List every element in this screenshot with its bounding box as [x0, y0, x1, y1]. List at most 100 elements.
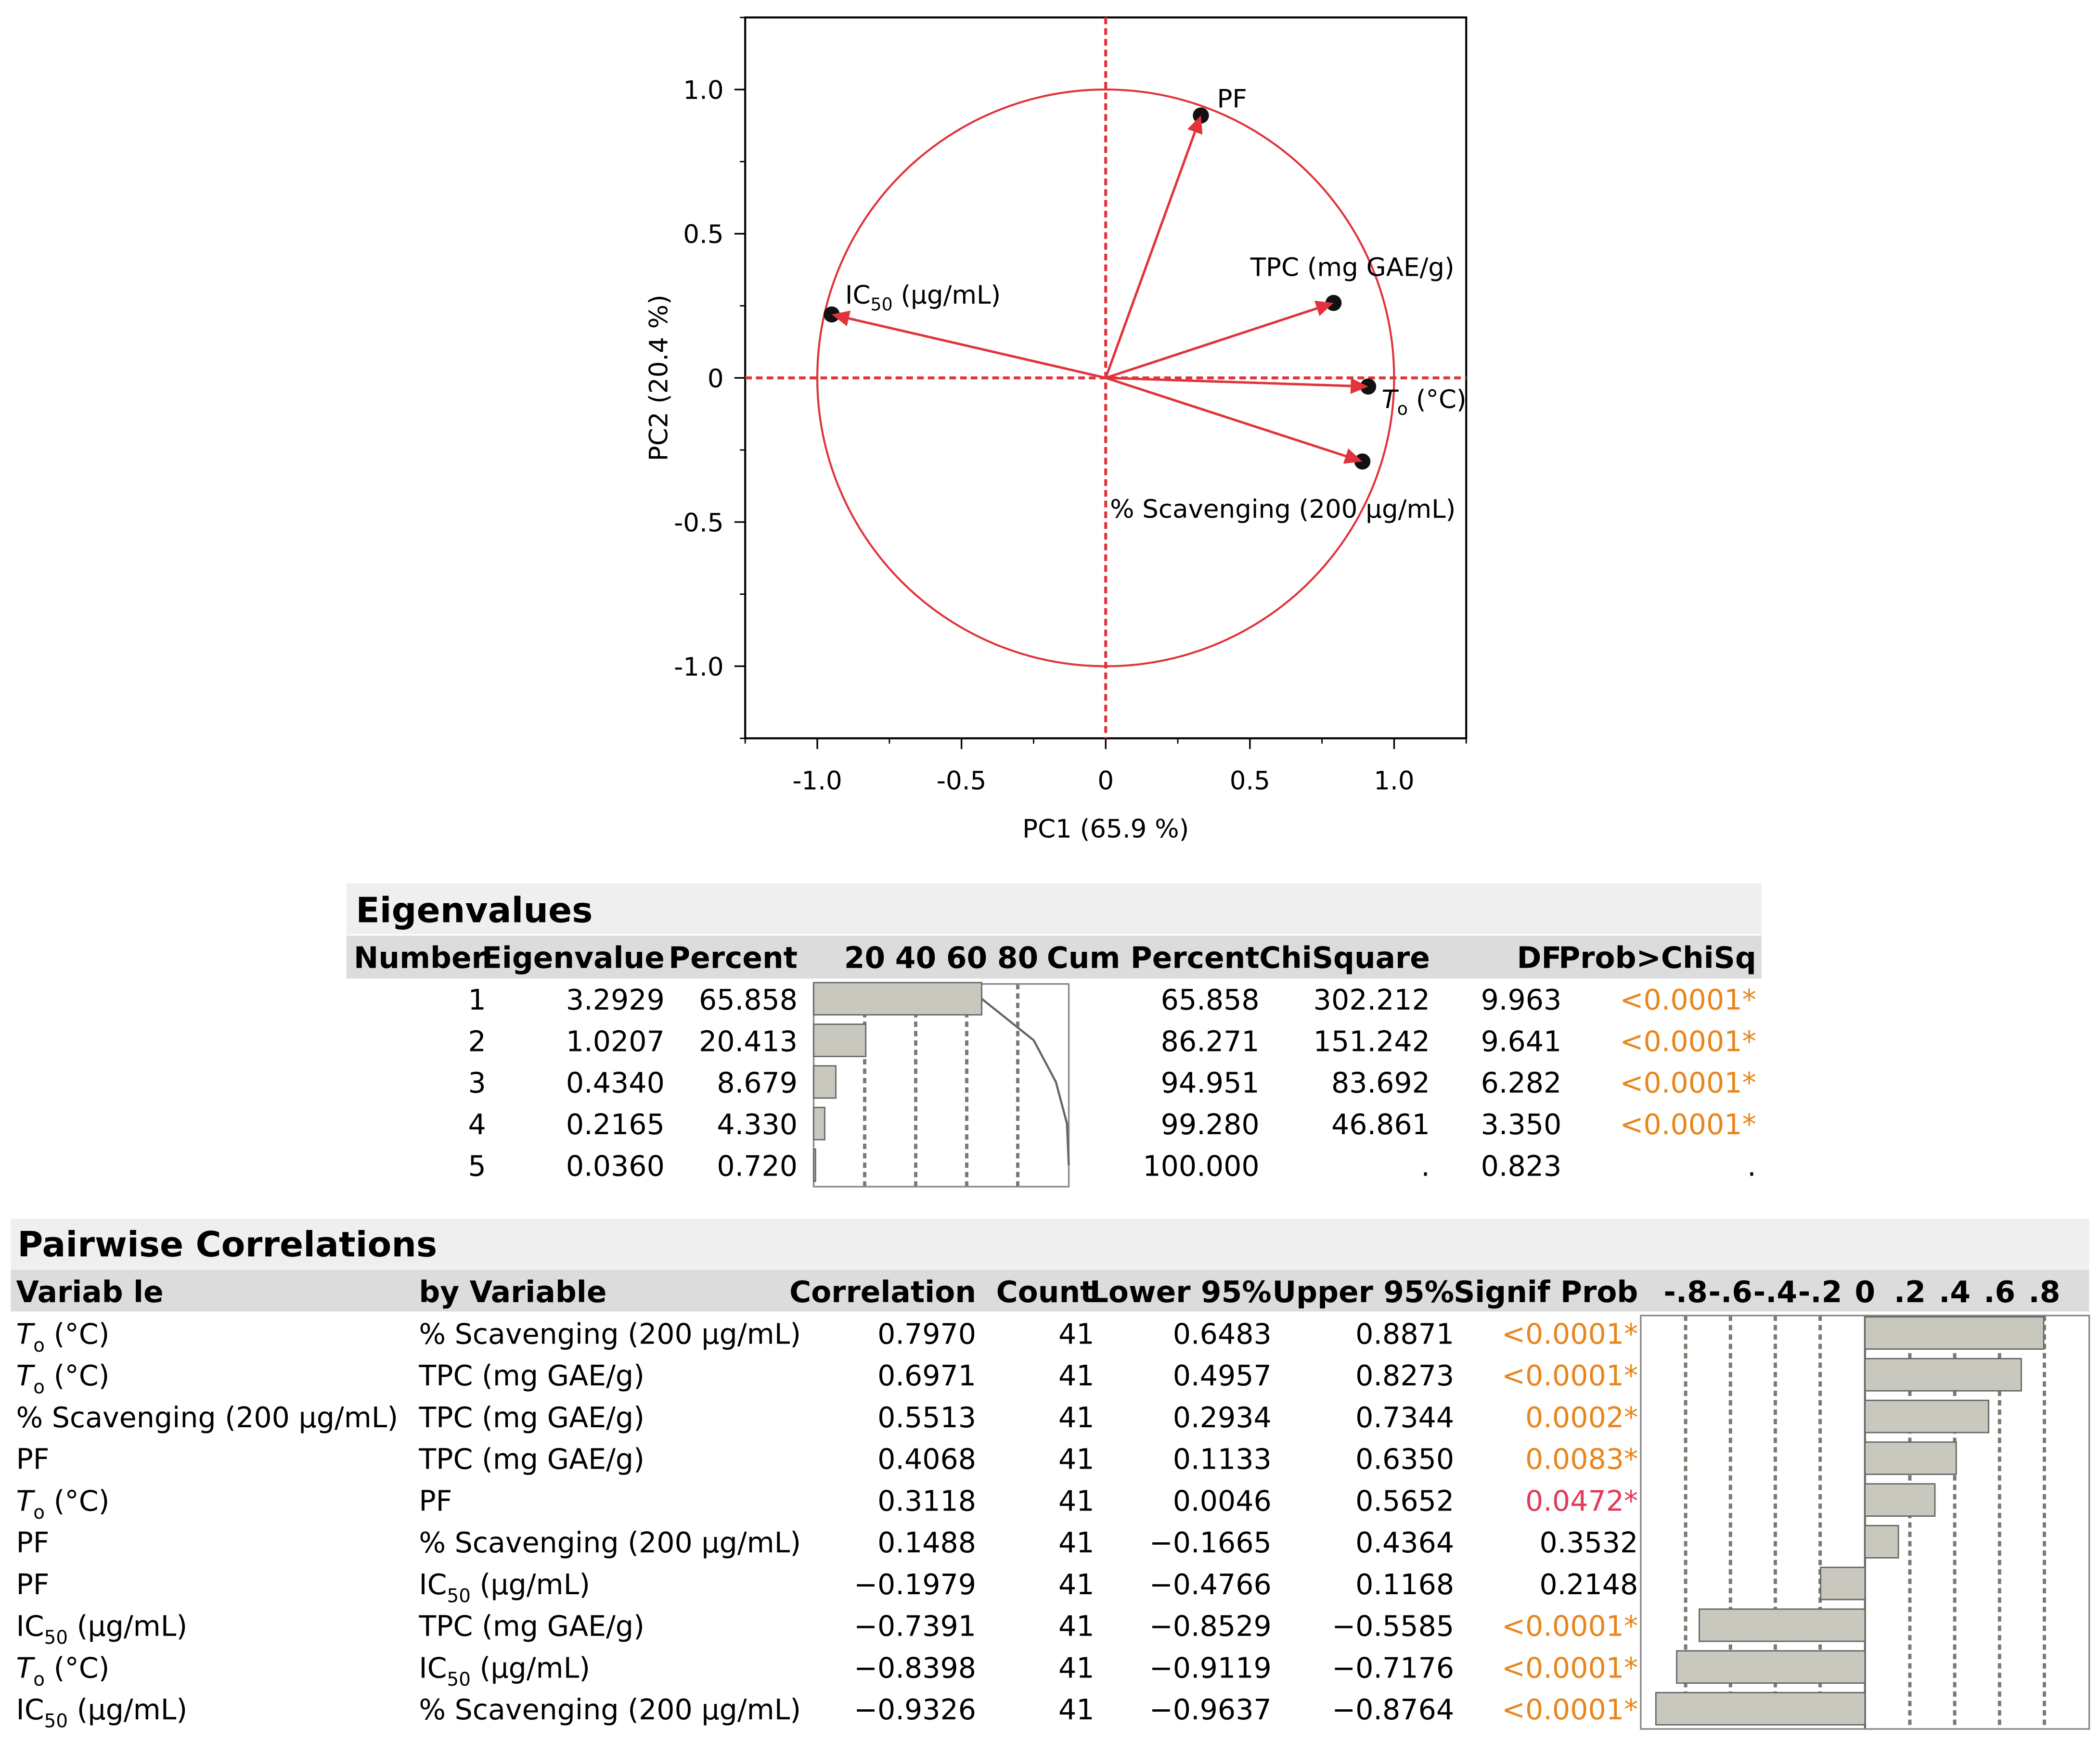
eigen-percent-bar	[813, 1107, 825, 1140]
corr-bar	[1864, 1441, 1957, 1475]
corr-variable-cell-sub: o	[33, 1335, 45, 1357]
corr-cell: 41	[1058, 1568, 1095, 1601]
corr-cell: 0.4068	[877, 1443, 976, 1476]
corr-by-variable-cell-rest: (µg/mL)	[471, 1568, 590, 1601]
loading-arrow	[1105, 376, 1346, 458]
corr-cell: 0.5652	[1355, 1485, 1454, 1517]
loading-label-sub: o	[1397, 398, 1408, 419]
loading-label: % Scavenging (200 µg/mL)	[1110, 495, 1456, 524]
corr-header-cell: Signif Prob	[1454, 1275, 1638, 1309]
loading-label-rest: (°C)	[1408, 385, 1467, 414]
eigen-header-cell: ChiSquare	[1259, 941, 1430, 975]
corr-bar	[1699, 1608, 1866, 1642]
eigen-header-cell: Cum Percent	[1047, 941, 1260, 975]
corr-variable-cell: PF	[16, 1568, 49, 1601]
corr-cell: 0.1168	[1355, 1568, 1454, 1601]
corr-variable-cell: To (°C)	[16, 1318, 109, 1356]
corr-by-variable-cell-main: TPC (mg GAE/g)	[418, 1610, 644, 1643]
corr-prob-cell: 0.3532	[1539, 1526, 1638, 1559]
loading-arrow	[1105, 307, 1317, 379]
corr-variable-cell-rest: (°C)	[45, 1359, 110, 1392]
corr-bar-frame	[1640, 1315, 2090, 1730]
corr-variable-cell-rest: (°C)	[45, 1485, 110, 1517]
corr-cell: 0.6483	[1173, 1318, 1272, 1350]
loading-arrowhead	[831, 310, 851, 326]
unit-circle	[816, 88, 1395, 667]
y-tick-label: -1.0	[674, 653, 723, 682]
eigen-bar-axis-label: 60	[946, 941, 987, 975]
corr-header-cell: Variab le	[16, 1275, 163, 1309]
corr-cell: 0.8273	[1355, 1359, 1454, 1392]
eigen-cell: 86.271	[1161, 1025, 1260, 1058]
corr-bar-axis-label: -.8	[1663, 1275, 1707, 1309]
eigen-bar-axis-label: 20	[844, 941, 885, 975]
corr-bar	[1864, 1357, 2022, 1392]
loading-point	[1193, 107, 1209, 124]
corr-cell: 41	[1058, 1318, 1095, 1350]
loading-label-main: T	[1381, 385, 1399, 414]
x-tick-label: 1.0	[1374, 766, 1414, 795]
eigen-cell: 0.4340	[566, 1067, 665, 1100]
x-tick-label: 0	[1097, 766, 1114, 795]
loading-point	[1360, 378, 1377, 395]
corr-cell: 0.6350	[1355, 1443, 1454, 1476]
eigen-cell: 4	[468, 1108, 486, 1141]
corr-bar	[1864, 1316, 2045, 1350]
corr-by-variable-cell-main: TPC (mg GAE/g)	[418, 1401, 644, 1434]
y-axis-label: PC2 (20.4 %)	[644, 294, 673, 461]
corr-by-variable-cell-main: IC	[419, 1568, 447, 1601]
corr-bar-axis-label: .6	[1984, 1275, 2015, 1309]
corr-cell: 0.4957	[1173, 1359, 1272, 1392]
corr-cell: 41	[1058, 1401, 1095, 1434]
eigen-cell: 8.679	[717, 1067, 798, 1100]
corr-by-variable-cell-main: TPC (mg GAE/g)	[418, 1443, 644, 1476]
corr-cell: −0.8529	[1149, 1610, 1272, 1643]
eigen-cell: 3.350	[1481, 1108, 1562, 1141]
corr-by-variable-cell: TPC (mg GAE/g)	[418, 1610, 644, 1643]
corr-by-variable-cell-main: % Scavenging (200 µg/mL)	[419, 1318, 801, 1350]
x-tick-label: 0.5	[1230, 766, 1270, 795]
eigen-title-bar	[346, 883, 1762, 935]
eigen-cell: 0.0360	[566, 1150, 665, 1183]
corr-variable-cell-sub: 50	[44, 1711, 68, 1732]
corr-variable-cell-main: PF	[16, 1526, 49, 1559]
corr-variable-cell-main: T	[16, 1318, 35, 1350]
loading-arrowhead	[1187, 115, 1203, 135]
corr-cell: −0.8398	[854, 1651, 976, 1684]
corr-cell: 0.6971	[877, 1359, 976, 1392]
loading-label: PF	[1217, 84, 1247, 114]
corr-variable-cell-sub: o	[33, 1669, 45, 1690]
corr-variable-cell-sub: o	[33, 1377, 45, 1398]
corr-variable-cell: PF	[16, 1443, 49, 1476]
corr-cell: −0.9119	[1149, 1651, 1272, 1684]
corr-prob-cell: 0.0002*	[1525, 1401, 1638, 1434]
corr-cell: 41	[1058, 1443, 1095, 1476]
corr-header-cell: Upper 95%	[1272, 1275, 1454, 1309]
eigen-cell: 151.242	[1314, 1025, 1430, 1058]
corr-variable-cell-rest: (°C)	[45, 1651, 110, 1684]
corr-by-variable-cell: IC50 (µg/mL)	[419, 1568, 590, 1607]
eigen-cell: 4.330	[717, 1108, 798, 1141]
corr-cell: 41	[1058, 1693, 1095, 1726]
eigen-cell: .	[1421, 1150, 1430, 1183]
corr-by-variable-cell: TPC (mg GAE/g)	[418, 1359, 644, 1392]
eigen-header-cell: Number	[354, 941, 487, 975]
corr-bar	[1864, 1483, 1936, 1517]
corr-cell: 0.2934	[1173, 1401, 1272, 1434]
corr-bar	[1820, 1566, 1866, 1600]
eigen-cell: 9.963	[1481, 984, 1562, 1016]
corr-header-cell: Correlation	[789, 1275, 976, 1309]
loading-label-sub: 50	[871, 294, 893, 315]
corr-cell: 0.0046	[1173, 1485, 1272, 1517]
corr-by-variable-cell: % Scavenging (200 µg/mL)	[419, 1318, 801, 1350]
corr-variable-cell-main: % Scavenging (200 µg/mL)	[16, 1401, 398, 1434]
eigen-header-cell: Eigenvalue	[482, 941, 665, 975]
eigen-percent-bar	[813, 1024, 867, 1057]
corr-variable-cell: IC50 (µg/mL)	[16, 1610, 187, 1649]
eigen-cell: 65.858	[1161, 984, 1260, 1016]
y-tick-label: -0.5	[674, 508, 723, 538]
corr-prob-cell: <0.0001*	[1502, 1651, 1638, 1684]
corr-cell: 41	[1058, 1651, 1095, 1684]
corr-by-variable-cell-sub: 50	[447, 1585, 471, 1607]
corr-variable-cell-main: IC	[16, 1610, 44, 1643]
